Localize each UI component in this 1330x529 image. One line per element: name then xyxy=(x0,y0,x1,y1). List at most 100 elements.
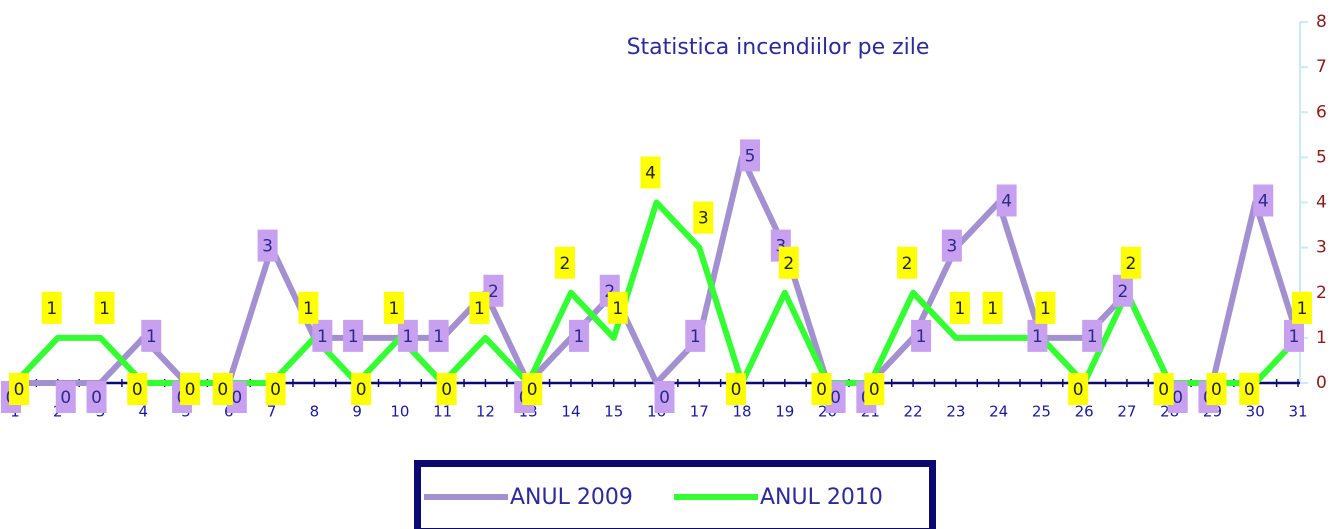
data-label-bg xyxy=(949,291,970,324)
data-label: 1 xyxy=(1032,327,1043,347)
data-label: 2 xyxy=(604,282,615,302)
data-label: 1 xyxy=(388,299,399,319)
data-label-bg xyxy=(1292,291,1312,324)
x-tick-label: 14 xyxy=(561,403,580,421)
data-label: 4 xyxy=(645,164,656,184)
data-label-bg xyxy=(864,373,885,405)
data-label-bg xyxy=(740,139,761,172)
x-tick-label: 12 xyxy=(476,403,495,421)
legend-label: ANUL 2009 xyxy=(510,485,633,510)
data-label-bg xyxy=(911,319,932,352)
data-label: 0 xyxy=(185,380,196,400)
data-label-bg xyxy=(1027,319,1048,352)
series-line xyxy=(15,154,1301,386)
data-label-bg xyxy=(693,201,714,234)
x-tick-label: 7 xyxy=(267,403,277,421)
data-label: 1 xyxy=(690,327,701,347)
data-label: 0 xyxy=(14,380,25,400)
data-label-bg xyxy=(1120,246,1141,279)
data-label: 0 xyxy=(1172,388,1183,408)
data-label: 3 xyxy=(262,237,273,257)
y-tick-label: 5 xyxy=(1316,147,1327,167)
data-label: 1 xyxy=(99,299,110,319)
data-label: 3 xyxy=(775,237,786,257)
data-label-bg xyxy=(1206,373,1227,405)
series-line xyxy=(12,199,1301,386)
y-tick-label: 2 xyxy=(1316,283,1327,303)
data-label-bg xyxy=(127,373,148,405)
data-label-bg xyxy=(41,291,62,324)
data-label: 1 xyxy=(1087,327,1098,347)
data-label-bg xyxy=(554,246,575,279)
data-label-bg xyxy=(778,246,799,279)
data-label: 4 xyxy=(1258,192,1269,212)
data-label: 0 xyxy=(830,388,841,408)
data-label: 1 xyxy=(1040,299,1051,319)
data-label-bg xyxy=(726,373,747,405)
x-tick-label: 10 xyxy=(390,403,409,421)
data-label: 1 xyxy=(348,327,359,347)
data-label: 2 xyxy=(1118,282,1129,302)
data-label: 0 xyxy=(217,380,228,400)
data-label: 1 xyxy=(987,299,998,319)
data-label: 2 xyxy=(1126,254,1137,274)
data-label: 0 xyxy=(270,380,281,400)
data-label: 0 xyxy=(1244,380,1255,400)
data-label-bg xyxy=(436,373,457,405)
data-label-bg xyxy=(428,319,449,352)
x-tick-label: 11 xyxy=(433,403,452,421)
data-label: 0 xyxy=(132,380,143,400)
x-tick-label: 23 xyxy=(946,403,965,421)
x-tick-label: 27 xyxy=(1117,403,1136,421)
data-label-bg xyxy=(685,319,706,352)
y-tick-label: 6 xyxy=(1316,102,1327,122)
data-label-bg xyxy=(343,319,364,352)
x-tick-label: 17 xyxy=(690,403,709,421)
data-label-bg xyxy=(397,319,418,352)
y-tick-label: 7 xyxy=(1316,57,1327,77)
x-tick-label: 15 xyxy=(604,403,623,421)
data-label-bg xyxy=(351,373,372,405)
data-label: 0 xyxy=(441,380,452,400)
data-label: 1 xyxy=(303,299,314,319)
data-label: 1 xyxy=(146,327,157,347)
data-label-bg xyxy=(1082,319,1103,352)
data-label: 4 xyxy=(1001,192,1012,212)
data-label-bg xyxy=(1239,373,1260,405)
data-label-bg xyxy=(897,246,918,279)
data-label-bg xyxy=(1284,319,1304,352)
data-label: 2 xyxy=(488,282,499,302)
data-label: 0 xyxy=(231,388,242,408)
x-tick-label: 22 xyxy=(904,403,923,421)
data-label: 1 xyxy=(433,327,444,347)
x-tick-label: 30 xyxy=(1246,403,1265,421)
data-label-bg xyxy=(996,184,1017,217)
data-label-bg xyxy=(522,373,543,405)
data-label-bg xyxy=(1035,291,1056,324)
data-label: 3 xyxy=(698,209,709,229)
data-label: 1 xyxy=(402,327,413,347)
data-label-bg xyxy=(941,229,962,262)
data-label-bg xyxy=(607,291,628,324)
data-label-bg xyxy=(1153,373,1174,405)
data-label: 0 xyxy=(91,388,102,408)
data-label: 0 xyxy=(527,380,538,400)
x-tick-label: 25 xyxy=(1032,403,1051,421)
data-label-bg xyxy=(1068,373,1089,405)
data-label-bg xyxy=(811,373,832,405)
data-label: 5 xyxy=(745,146,756,166)
data-label: 1 xyxy=(916,327,927,347)
data-label: 0 xyxy=(731,380,742,400)
y-tick-label: 1 xyxy=(1316,328,1327,348)
data-label-bg xyxy=(141,319,162,352)
x-tick-label: 18 xyxy=(732,403,751,421)
data-label-bg xyxy=(654,381,675,413)
data-label: 0 xyxy=(816,380,827,400)
data-label: 1 xyxy=(574,327,585,347)
data-label-bg xyxy=(1253,184,1274,217)
x-tick-label: 4 xyxy=(139,403,149,421)
data-label: 2 xyxy=(783,254,794,274)
data-label-bg xyxy=(257,229,278,262)
y-tick-label: 3 xyxy=(1316,238,1327,258)
